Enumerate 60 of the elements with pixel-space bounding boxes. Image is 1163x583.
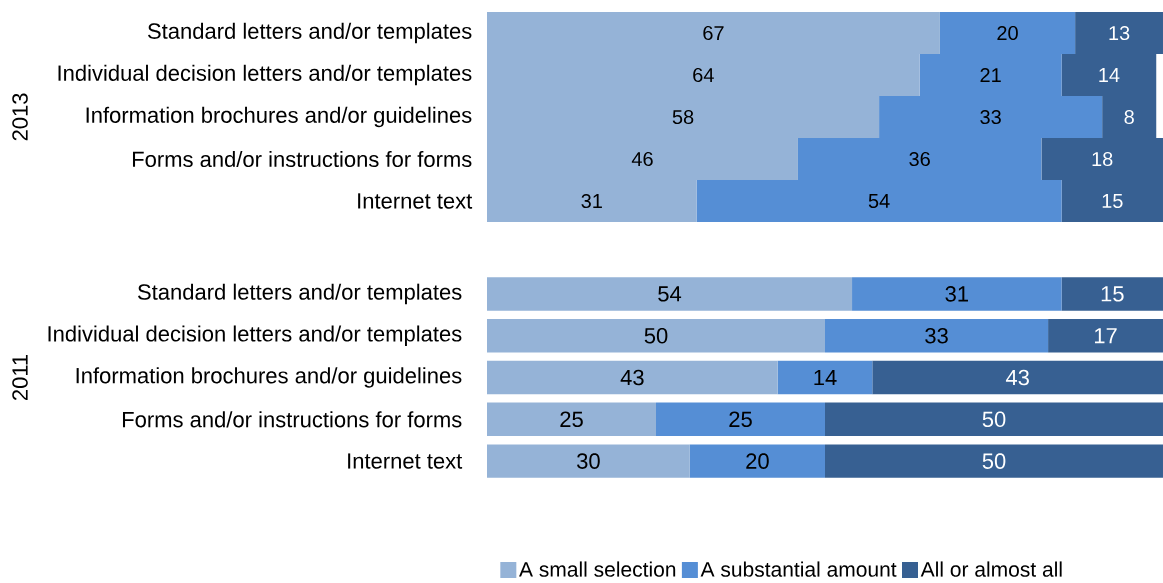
y-tick-label: Individual decision letters and/or templates [48,325,462,346]
bar [872,360,1163,395]
data-label: 25 [729,411,752,428]
bar [825,444,1163,478]
data-label: 54 [658,286,682,302]
y-tick-label: Forms and/or instructions for forms [132,150,472,168]
bar [777,360,873,395]
data-label: 58 [672,109,694,125]
data-label: 25 [560,411,583,428]
y-tick-label: Information brochures and/or guidelines [76,367,462,388]
data-label: 43 [620,369,644,386]
data-label: 30 [577,453,600,469]
data-label: 15 [1102,194,1123,208]
bar [1061,277,1163,311]
data-label: 31 [581,193,602,209]
data-label: 54 [868,194,890,208]
y-tick-label: Individual decision letters and/or templates [58,64,472,86]
data-label: 46 [631,151,653,167]
data-label: 33 [925,327,948,344]
data-label: 20 [746,453,769,469]
data-label: 15 [1101,286,1124,302]
bar [689,444,825,478]
data-label: 50 [982,453,1006,469]
bar [1048,318,1163,353]
y-tick-label: Internet text [348,453,463,469]
y-tick-label: Internet text [358,193,473,209]
bar [656,402,825,437]
data-label: 13 [1109,25,1130,41]
data-label: 14 [1099,68,1120,82]
data-label: 43 [1005,369,1029,386]
y-tick-label: Forms and/or instructions for forms [122,411,462,428]
legend-label: All or almost all [920,561,1062,577]
bar [487,444,690,478]
data-label: 21 [980,68,1001,82]
y-axis-title: 2011 [12,354,28,401]
y-tick-label: Standard letters and/or templates [138,283,462,305]
bar [825,318,1049,353]
bar [852,277,1062,311]
data-label: 50 [644,327,668,344]
bar [825,402,1163,437]
data-label: 17 [1094,328,1117,344]
bar [487,360,778,395]
data-label: 20 [997,25,1018,41]
data-label: 64 [693,67,714,83]
y-axis-title: 2013 [12,93,28,141]
data-label: 33 [980,109,1001,125]
legend-label: A small selection [519,561,676,577]
y-tick-label: Information brochures and/or guidelines [86,106,472,128]
y-tick-label: Standard letters and/or templates [148,22,472,44]
bar [487,318,825,353]
data-label: 67 [703,25,724,41]
bar [487,402,656,437]
data-label: 36 [909,151,930,167]
legend-label: A substantial amount [700,561,897,577]
data-label: 8 [1124,109,1134,125]
data-label: 31 [945,286,968,302]
data-label: 50 [982,411,1006,428]
bar [487,277,853,311]
data-label: 14 [814,369,837,386]
data-label: 18 [1092,151,1113,167]
